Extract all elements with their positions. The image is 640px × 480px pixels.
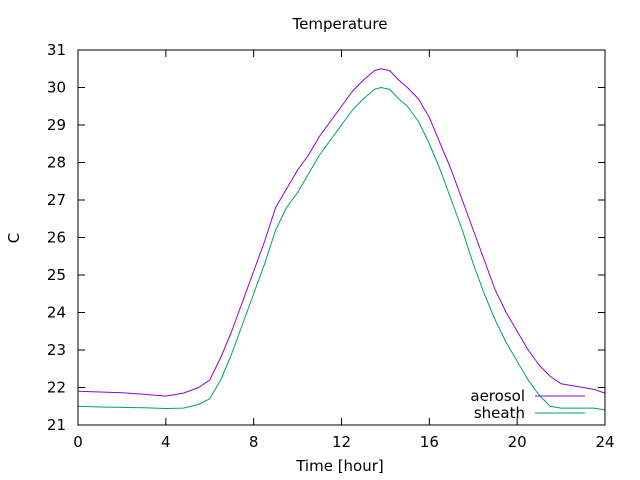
y-tick-label: 24 bbox=[47, 304, 66, 322]
y-tick-label: 29 bbox=[47, 116, 66, 134]
series-line-sheath bbox=[77, 87, 606, 411]
legend-label-aerosol: aerosol bbox=[470, 387, 525, 405]
y-tick-label: 25 bbox=[47, 266, 66, 284]
y-axis-title: C bbox=[5, 233, 23, 243]
series-line-aerosol bbox=[77, 68, 606, 397]
series-layer bbox=[77, 68, 606, 411]
plot-frame bbox=[77, 49, 606, 426]
y-tick-label: 21 bbox=[47, 416, 66, 434]
y-tick-label: 22 bbox=[47, 379, 66, 397]
y-axis-title-group: C bbox=[5, 233, 23, 243]
x-tick-label: 24 bbox=[595, 433, 614, 451]
y-tick-label: 30 bbox=[47, 79, 66, 97]
x-tick-label: 16 bbox=[420, 433, 439, 451]
y-tick-label: 28 bbox=[47, 154, 66, 172]
x-tick-label: 12 bbox=[332, 433, 351, 451]
x-tick-label: 4 bbox=[161, 433, 171, 451]
x-tick-label: 8 bbox=[249, 433, 259, 451]
x-axis-title: Time [hour] bbox=[295, 457, 384, 475]
y-tick-label: 26 bbox=[47, 229, 66, 247]
y-tick-label: 27 bbox=[47, 191, 66, 209]
x-tick-label: 0 bbox=[73, 433, 83, 451]
y-tick-label: 23 bbox=[47, 341, 66, 359]
y-tick-label: 31 bbox=[47, 41, 66, 59]
legend-label-sheath: sheath bbox=[474, 404, 525, 422]
x-tick-label: 20 bbox=[508, 433, 527, 451]
ticks-layer: 0 4 8 12 16 20 24 21 22 23 24 25 26 27 28 29 30 31 bbox=[47, 41, 615, 451]
chart-title: Temperature bbox=[291, 15, 387, 33]
